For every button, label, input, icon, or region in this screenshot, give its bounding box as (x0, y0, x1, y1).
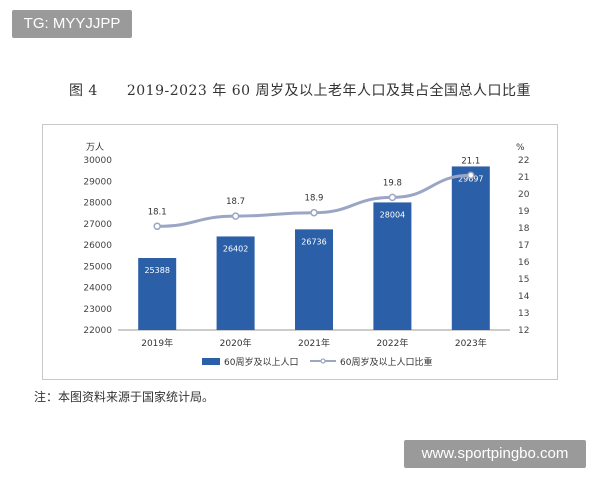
watermark-bottom: www.sportpingbo.com (404, 440, 586, 468)
y2-tick-label: 19 (518, 207, 530, 217)
y-tick-label: 24000 (83, 284, 112, 294)
bar (451, 166, 490, 330)
ratio-value-label: 18.1 (148, 207, 167, 217)
y2-tick-label: 15 (518, 275, 529, 285)
y-tick-label: 27000 (83, 220, 112, 230)
bar-value-label: 26736 (301, 237, 326, 246)
legend-swatch-marker (320, 358, 326, 364)
y2-tick-label: 13 (518, 309, 529, 319)
ratio-point (310, 208, 318, 217)
y-tick-label: 22000 (83, 326, 112, 336)
x-tick-label: 2022年 (376, 337, 408, 349)
source-note: 注：本图资料来源于国家统计局。 (34, 390, 215, 404)
ratio-point (153, 222, 161, 231)
ratio-value-label: 19.8 (383, 178, 402, 188)
y2-tick-label: 20 (518, 190, 530, 200)
y2-tick-label: 21 (518, 173, 529, 183)
bar (216, 236, 255, 330)
y2-tick-label: 14 (518, 292, 530, 302)
y-tick-label: 28000 (83, 199, 112, 209)
y2-tick-label: 17 (518, 241, 529, 251)
bar (373, 202, 412, 330)
bar (295, 229, 333, 330)
chart-frame (42, 124, 558, 380)
ratio-point (388, 193, 397, 202)
y2-tick-label: 12 (518, 326, 529, 336)
x-tick-label: 2021年 (298, 337, 330, 349)
bar-value-label: 28004 (380, 210, 405, 219)
ratio-value-label: 18.7 (226, 197, 245, 207)
watermark-top: TG: MYYJJPP (12, 10, 132, 38)
legend-swatch-bars (202, 358, 220, 365)
y-tick-label: 30000 (83, 156, 112, 166)
y-tick-label: 29000 (83, 177, 112, 187)
y-tick-label: 23000 (83, 305, 112, 315)
legend-label-line: 60周岁及以上人口比重 (340, 356, 432, 368)
bar (138, 258, 177, 330)
y2-axis-label: % (516, 143, 525, 153)
x-tick-label: 2023年 (455, 337, 487, 349)
y2-tick-label: 16 (518, 258, 530, 268)
x-tick-label: 2020年 (220, 337, 252, 349)
y2-tick-label: 22 (518, 156, 529, 166)
chart-title: 图 4 2019-2023 年 60 周岁及以上老年人口及其占全国总人口比重 (68, 83, 531, 99)
x-tick-label: 2019年 (141, 337, 173, 349)
y-axis-label: 万人 (86, 142, 104, 153)
ratio-value-label: 21.1 (461, 156, 480, 166)
y-tick-label: 25000 (83, 262, 112, 272)
ratio-value-label: 18.9 (305, 194, 324, 204)
ratio-point (467, 171, 475, 180)
bar-value-label: 26402 (223, 244, 248, 253)
legend-label-bars: 60周岁及以上人口 (224, 356, 298, 368)
y-tick-label: 26000 (83, 241, 112, 251)
y2-tick-label: 18 (518, 224, 530, 234)
ratio-point (231, 212, 240, 220)
bar-value-label: 25388 (144, 266, 169, 275)
